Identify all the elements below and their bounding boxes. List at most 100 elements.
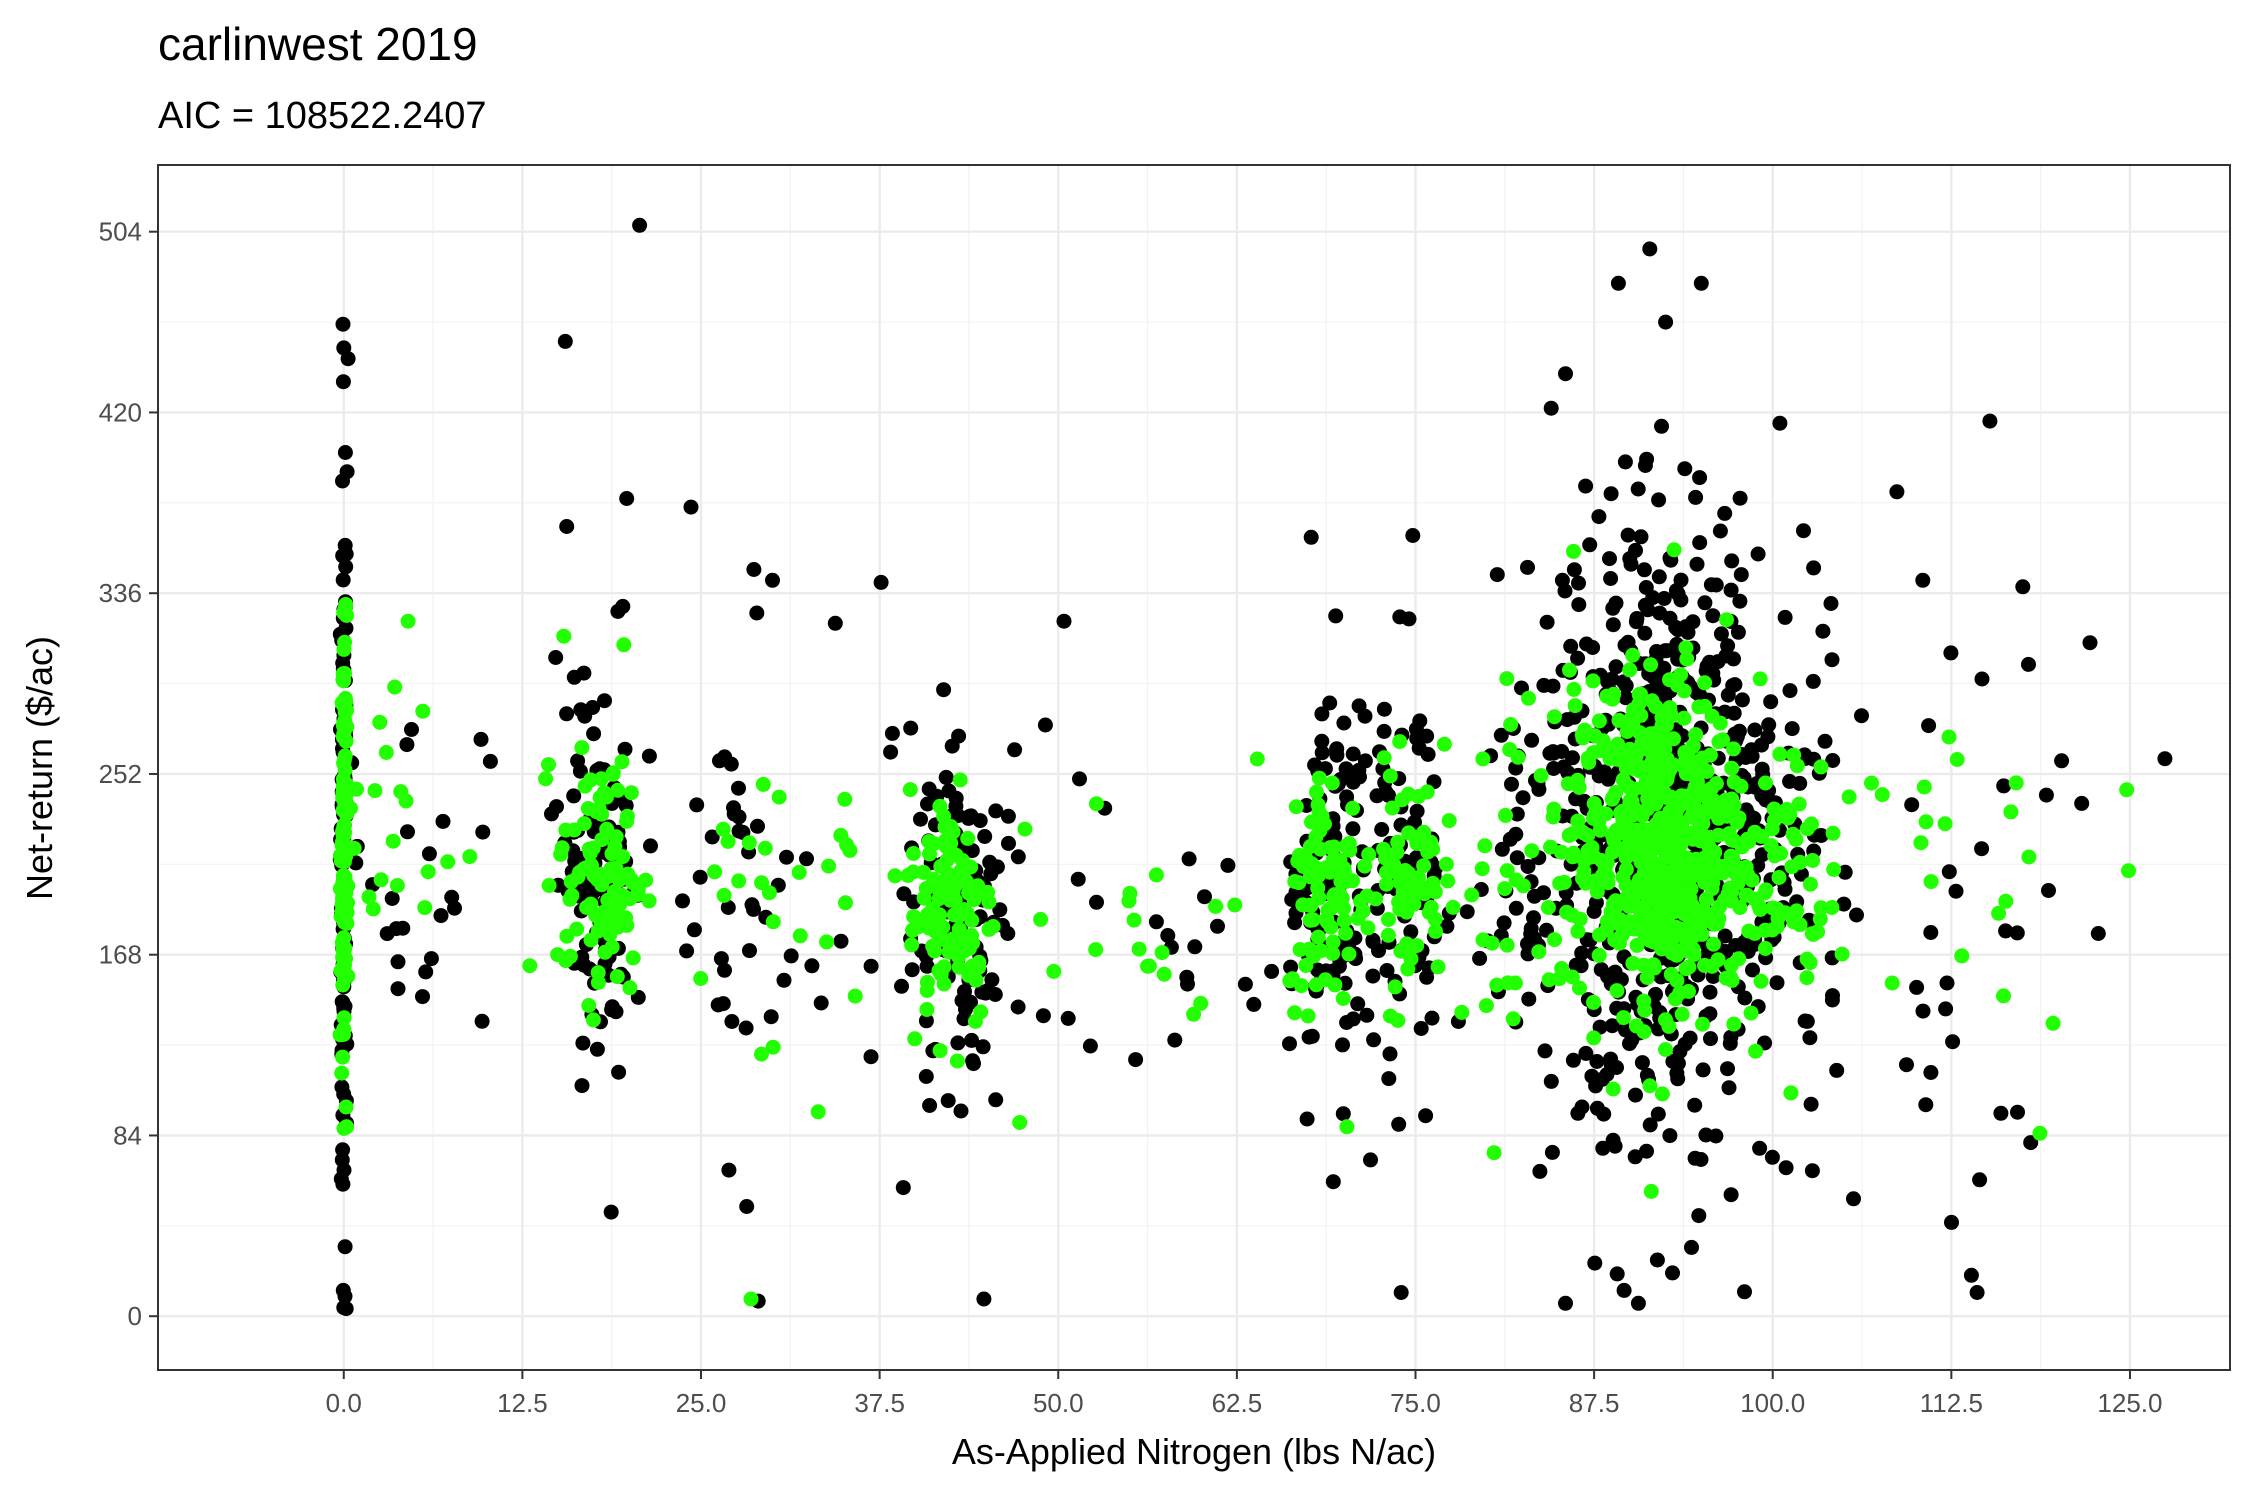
predicted-point (1416, 858, 1432, 874)
observed-point (1237, 976, 1253, 992)
predicted-point (1126, 912, 1142, 928)
x-tick-label: 37.5 (854, 1388, 905, 1418)
predicted-point (1565, 849, 1581, 865)
observed-point (1712, 523, 1728, 539)
observed-point (1670, 622, 1686, 638)
observed-point (559, 519, 575, 534)
predicted-point (1665, 930, 1681, 946)
observed-point (2021, 656, 2036, 672)
predicted-point (1524, 843, 1540, 859)
predicted-point (1758, 882, 1774, 898)
observed-point (1376, 701, 1392, 717)
predicted-point (1673, 862, 1688, 878)
predicted-point (716, 887, 732, 903)
predicted-point (1384, 800, 1400, 816)
predicted-point (1154, 945, 1170, 961)
observed-point (704, 829, 720, 845)
predicted-point (608, 890, 624, 906)
predicted-point (1743, 1005, 1759, 1021)
predicted-point (1719, 612, 1734, 628)
observed-point (1737, 1284, 1752, 1300)
observed-point (1000, 808, 1016, 824)
observed-point (1969, 1285, 1985, 1300)
observed-point (1010, 849, 1026, 865)
predicted-point (1824, 900, 1840, 915)
observed-point (731, 780, 746, 796)
observed-point (873, 574, 889, 590)
observed-point (961, 810, 976, 826)
predicted-point (1812, 911, 1828, 927)
predicted-point (1249, 751, 1265, 767)
predicted-point (1298, 850, 1314, 866)
observed-point (1314, 706, 1330, 722)
predicted-point (971, 954, 987, 970)
observed-point (1747, 722, 1763, 738)
predicted-point (1121, 893, 1137, 909)
predicted-point (904, 937, 920, 953)
observed-point (1335, 1106, 1351, 1122)
observed-point (384, 891, 400, 906)
observed-point (1642, 241, 1658, 257)
predicted-point (1625, 955, 1641, 971)
observed-point (1010, 999, 1026, 1015)
observed-point (977, 829, 993, 844)
predicted-point (558, 822, 574, 838)
observed-point (1687, 1150, 1703, 1166)
observed-point (1210, 918, 1225, 934)
predicted-point (1335, 991, 1351, 1006)
predicted-point (1383, 864, 1399, 879)
predicted-point (1486, 1145, 1502, 1161)
observed-point (739, 1199, 755, 1214)
observed-point (559, 706, 575, 722)
observed-point (1651, 492, 1667, 508)
predicted-point (1954, 948, 1970, 964)
observed-point (1314, 745, 1330, 761)
observed-point (338, 620, 354, 636)
observed-point (421, 846, 437, 862)
predicted-point (1586, 811, 1601, 826)
predicted-point (1639, 801, 1655, 817)
predicted-point (1498, 807, 1513, 823)
observed-point (339, 464, 355, 480)
predicted-point (1916, 779, 1932, 795)
observed-point (641, 748, 657, 764)
predicted-point (887, 868, 903, 884)
predicted-point (1733, 860, 1749, 876)
observed-point (992, 902, 1008, 918)
predicted-point (593, 771, 609, 787)
observed-point (1627, 1149, 1643, 1165)
observed-point (1618, 690, 1634, 706)
observed-point (749, 605, 765, 621)
observed-point (894, 978, 909, 994)
observed-point (1282, 1036, 1297, 1052)
predicted-point (1682, 826, 1698, 842)
predicted-point (1825, 825, 1841, 841)
observed-point (1672, 1044, 1688, 1059)
predicted-point (1991, 905, 2007, 921)
plot-panel (158, 165, 2230, 1370)
observed-point (1799, 1013, 1815, 1029)
observed-point (1710, 654, 1726, 670)
predicted-point (1338, 925, 1354, 941)
predicted-point (622, 980, 638, 996)
predicted-point (1996, 988, 2011, 1004)
predicted-point (1608, 842, 1624, 858)
observed-point (675, 893, 690, 909)
predicted-point (1380, 927, 1396, 943)
predicted-point (1643, 657, 1659, 673)
predicted-point (957, 861, 973, 877)
observed-point (763, 1009, 779, 1025)
predicted-point (1664, 758, 1680, 774)
predicted-point (1681, 789, 1697, 805)
observed-point (1148, 914, 1164, 930)
predicted-point (1629, 937, 1645, 953)
predicted-point (960, 830, 976, 846)
predicted-point (337, 957, 352, 973)
observed-point (1608, 659, 1624, 675)
predicted-point (1621, 899, 1637, 914)
observed-point (1723, 1187, 1739, 1203)
observed-point (574, 1078, 590, 1094)
predicted-point (1654, 1086, 1670, 1102)
predicted-point (1834, 946, 1850, 962)
observed-point (1578, 1045, 1594, 1061)
